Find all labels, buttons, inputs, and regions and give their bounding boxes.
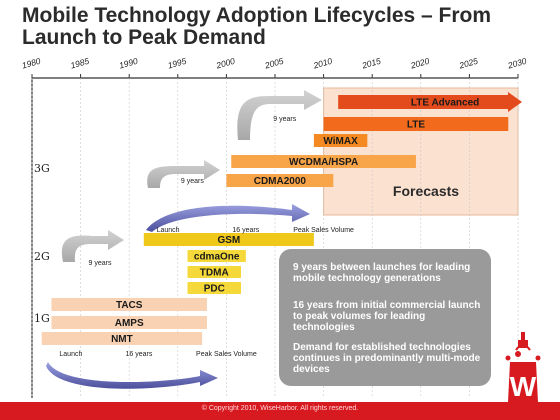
note-2: 16 years from initial commercial launch … [293,300,481,333]
x-tick-label: 2000 [214,56,236,71]
copyright-text: © Copyright 2010, WiseHarbor. All rights… [201,405,359,412]
x-tick-label: 1990 [118,56,139,71]
gap-arrow-2g-3g [147,160,220,188]
bar-lte [323,117,509,131]
bar-label-amps: AMPS [115,318,144,329]
bar-lte-advanced [338,92,522,112]
bar-gsm [143,233,314,246]
x-tick-label: 2015 [360,56,382,71]
bar-tdma [187,266,241,278]
bar-label-tdma: TDMA [200,268,229,279]
note-1: 9 years between launches for leading mob… [293,262,471,284]
annotation-peak: Peak Sales Volume [196,351,257,358]
annotation-launch: Launch [59,351,82,358]
bar-wimax [313,134,368,147]
x-tick-label: 2025 [457,56,479,71]
generation-label: 3G [34,162,50,175]
bar-label-lte: LTE [407,120,425,131]
bar-cdmaone [187,250,246,262]
x-tick-label: 2030 [506,56,528,71]
bar-cdma2000 [226,174,334,187]
bar-label-wimax: WiMAX [323,136,358,147]
bar-tacs [51,298,207,311]
launch-to-peak-arrow-2g [146,204,310,232]
logo-letter: W [510,371,537,402]
annotation-gap: 9 years [89,260,112,267]
chart-title-line-2: Launch to Peak Demand [22,26,266,49]
x-tick-label: 2005 [263,56,285,71]
forecast-label: Forecasts [393,183,459,199]
annotation-gap: 9 years [181,178,204,185]
launch-to-peak-arrow-1g [46,362,218,389]
gap-arrow-3g-4g [237,90,322,140]
chart-title-line-1: Mobile Technology Adoption Lifecycles – … [22,4,492,27]
bar-pdc [187,282,241,294]
bar-label-cdma2000: CDMA2000 [254,176,307,187]
generation-label: 2G [34,250,50,263]
bar-label-pdc: PDC [204,284,225,295]
bar-label-cdmaone: cdmaOne [194,252,240,263]
x-tick-label: 2020 [409,56,431,71]
x-tick-label: 2010 [311,56,333,71]
annotation-span: 16 years [125,351,152,358]
bar-label-lte-advanced: LTE Advanced [411,98,479,109]
annotation-peak: Peak Sales Volume [293,227,354,234]
bar-label-nmt: NMT [111,334,133,345]
gap-arrow-1g-2g [61,230,124,262]
x-tick-label: 1980 [21,56,42,71]
bar-label-gsm: GSM [217,235,240,246]
generation-label: 1G [34,312,50,325]
annotation-launch: Launch [157,227,180,234]
annotation-span: 16 years [232,227,259,234]
footer-bar [0,402,560,420]
note-3: Demand for established technologies cont… [293,342,481,375]
bar-wcdma-hspa [231,155,416,168]
bar-nmt [41,332,203,345]
x-tick-label: 1985 [69,56,90,71]
bar-label-wcdma-hspa: WCDMA/HSPA [289,157,358,168]
wiseharbor-logo-icon: W [505,332,541,402]
bar-amps [51,316,207,329]
x-tick-label: 1995 [167,56,188,71]
key-findings-box [279,249,491,386]
bar-label-tacs: TACS [116,300,143,311]
annotation-gap: 9 years [273,116,296,123]
